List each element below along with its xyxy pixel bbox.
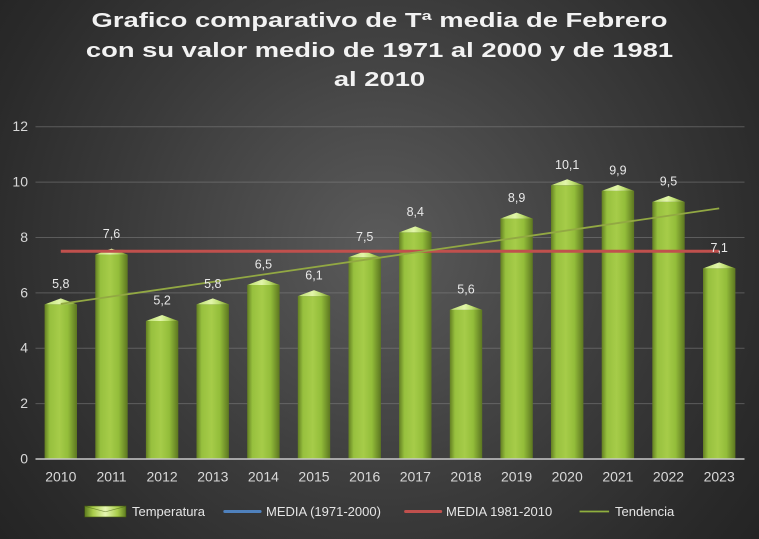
svg-text:0: 0 [20, 451, 28, 467]
svg-text:7,6: 7,6 [103, 227, 120, 241]
svg-text:9,5: 9,5 [660, 174, 677, 188]
svg-text:5,6: 5,6 [457, 282, 474, 296]
svg-text:5,2: 5,2 [153, 294, 170, 308]
svg-text:10,1: 10,1 [555, 158, 579, 172]
svg-text:5,8: 5,8 [52, 277, 69, 291]
svg-text:2015: 2015 [298, 469, 329, 485]
svg-text:9,9: 9,9 [609, 163, 626, 177]
svg-text:6,1: 6,1 [305, 269, 322, 283]
svg-text:6,5: 6,5 [255, 258, 272, 272]
svg-text:2013: 2013 [197, 469, 228, 485]
svg-text:2011: 2011 [96, 469, 126, 485]
svg-text:2014: 2014 [248, 469, 279, 485]
svg-text:6: 6 [20, 284, 28, 300]
svg-text:7,5: 7,5 [356, 230, 373, 244]
svg-text:MEDIA (1971-2000): MEDIA (1971-2000) [266, 504, 381, 519]
svg-text:5,8: 5,8 [204, 277, 221, 291]
svg-text:2012: 2012 [147, 469, 178, 485]
svg-text:Temperatura: Temperatura [132, 504, 206, 519]
svg-text:2018: 2018 [450, 469, 481, 485]
svg-text:10: 10 [12, 174, 28, 190]
svg-text:Tendencia: Tendencia [615, 504, 675, 519]
svg-text:2017: 2017 [400, 469, 431, 485]
svg-text:7,1: 7,1 [711, 241, 728, 255]
svg-text:2023: 2023 [704, 469, 735, 485]
svg-text:2019: 2019 [501, 469, 532, 485]
svg-text:MEDIA 1981-2010: MEDIA 1981-2010 [446, 504, 552, 519]
svg-text:12: 12 [12, 118, 28, 134]
svg-text:8: 8 [20, 229, 28, 245]
svg-text:8,4: 8,4 [407, 205, 424, 219]
svg-text:2022: 2022 [653, 469, 684, 485]
svg-text:2016: 2016 [349, 469, 380, 485]
svg-text:2020: 2020 [552, 469, 583, 485]
svg-text:4: 4 [20, 340, 28, 356]
svg-text:2021: 2021 [602, 469, 633, 485]
svg-text:2: 2 [20, 395, 28, 411]
svg-text:2010: 2010 [45, 469, 76, 485]
svg-text:8,9: 8,9 [508, 191, 525, 205]
